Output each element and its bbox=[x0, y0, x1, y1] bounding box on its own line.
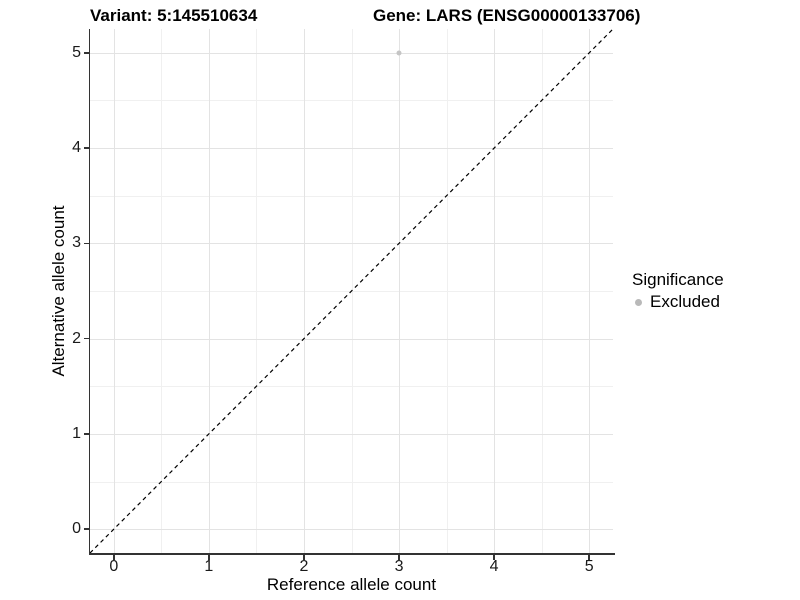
y-tick-label: 3 bbox=[72, 234, 81, 252]
x-tick-label: 2 bbox=[299, 558, 309, 575]
gridline-major-horizontal bbox=[90, 433, 613, 435]
x-tick-label: 1 bbox=[204, 558, 214, 575]
gridline-major-horizontal bbox=[90, 148, 613, 150]
y-axis-line bbox=[88, 29, 90, 555]
y-tick-label: 5 bbox=[72, 43, 81, 61]
x-tick-label: 4 bbox=[489, 558, 499, 575]
y-tick-mark bbox=[83, 528, 89, 530]
gridline-minor-horizontal bbox=[90, 195, 613, 197]
gridline-major-vertical bbox=[589, 29, 591, 553]
plot-panel bbox=[90, 29, 613, 553]
gridline-major-vertical bbox=[208, 29, 210, 553]
x-tick-mark bbox=[303, 554, 305, 560]
plot-title-gene: Gene: LARS (ENSG00000133706) bbox=[373, 6, 641, 25]
legend-entry-excluded: Excluded bbox=[630, 292, 795, 312]
x-tick-mark bbox=[493, 554, 495, 560]
data-point bbox=[396, 50, 402, 56]
x-tick-mark bbox=[398, 554, 400, 560]
legend-key bbox=[630, 294, 647, 311]
gridline-major-vertical bbox=[494, 29, 496, 553]
x-tick-label: 0 bbox=[109, 558, 119, 575]
y-tick-mark bbox=[83, 147, 89, 149]
gridline-major-vertical bbox=[399, 29, 401, 553]
x-axis-title: Reference allele count bbox=[266, 575, 437, 594]
x-axis-line bbox=[88, 553, 615, 555]
x-tick-mark bbox=[588, 554, 590, 560]
x-tick-mark bbox=[113, 554, 115, 560]
legend-title: Significance bbox=[632, 270, 724, 289]
y-tick-label: 4 bbox=[72, 139, 81, 157]
gridline-major-horizontal bbox=[90, 243, 613, 245]
y-axis-title: Alternative allele count bbox=[49, 205, 68, 377]
y-tick-mark bbox=[83, 242, 89, 245]
gridline-major-horizontal bbox=[90, 529, 613, 531]
identity-reference-line bbox=[90, 29, 613, 553]
x-tick-label: 5 bbox=[584, 558, 594, 575]
x-tick-label: 3 bbox=[394, 558, 404, 575]
plot-title-variant: Variant: 5:145510634 bbox=[90, 6, 258, 25]
gridline-minor-horizontal bbox=[90, 481, 613, 483]
gridline-minor-horizontal bbox=[90, 386, 613, 388]
legend: Significance Excluded bbox=[630, 270, 795, 312]
y-tick-label: 0 bbox=[72, 520, 81, 538]
legend-point-icon bbox=[635, 298, 642, 306]
y-tick-mark bbox=[83, 433, 89, 435]
gridline-major-vertical bbox=[303, 29, 305, 553]
x-tick-mark bbox=[208, 554, 210, 560]
gridline-major-vertical bbox=[113, 29, 115, 553]
legend-entry-label: Excluded bbox=[650, 292, 720, 311]
gridline-major-horizontal bbox=[90, 338, 613, 340]
y-tick-label: 1 bbox=[72, 424, 81, 442]
y-tick-mark bbox=[83, 52, 89, 54]
y-tick-label: 2 bbox=[72, 329, 81, 347]
gridline-major-horizontal bbox=[90, 52, 613, 54]
y-tick-mark bbox=[83, 337, 89, 340]
gridline-minor-horizontal bbox=[90, 100, 613, 102]
